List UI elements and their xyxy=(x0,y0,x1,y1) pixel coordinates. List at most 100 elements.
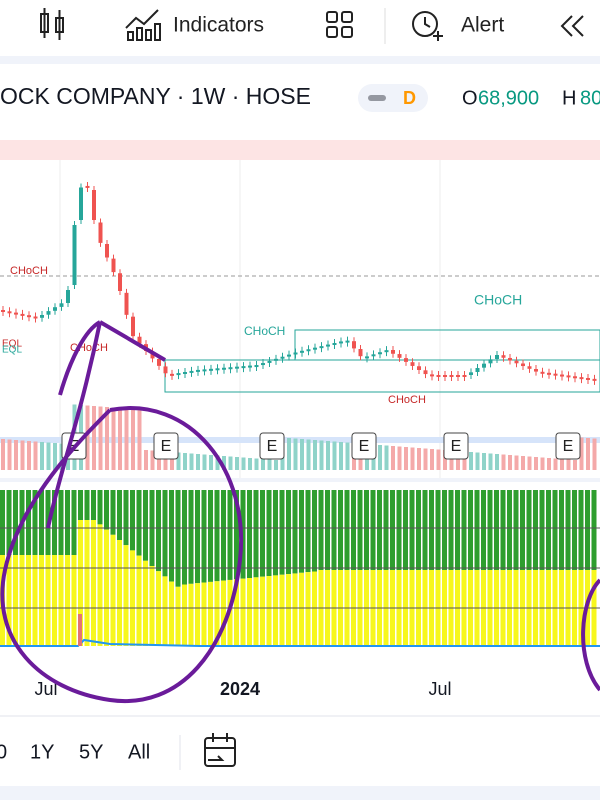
osc-yellow xyxy=(91,520,96,646)
goto-date-icon[interactable] xyxy=(204,733,236,767)
volume-bar xyxy=(124,408,129,470)
candle-body xyxy=(157,359,161,366)
delay-badge: D xyxy=(403,88,416,108)
osc-green xyxy=(253,490,259,578)
osc-green xyxy=(78,490,83,520)
osc-yellow xyxy=(149,566,155,646)
osc-green xyxy=(344,490,350,570)
osc-green xyxy=(591,490,597,570)
osc-green xyxy=(273,490,278,576)
osc-green xyxy=(325,490,330,570)
osc-green xyxy=(513,490,519,570)
osc-green xyxy=(396,490,402,570)
range-button[interactable]: 0 xyxy=(0,741,7,763)
osc-green xyxy=(156,490,161,572)
hand-drawn-arrow xyxy=(46,320,167,529)
status-pill xyxy=(358,84,428,112)
volume-bar xyxy=(326,441,330,470)
candle-body xyxy=(241,366,246,369)
hand-drawn-circle xyxy=(581,578,600,692)
osc-green xyxy=(422,490,428,570)
osc-green xyxy=(292,490,298,574)
candle-body xyxy=(72,225,77,285)
volume-bar xyxy=(300,439,304,470)
earnings-badge xyxy=(153,432,179,460)
indicators-button[interactable]: Indicators xyxy=(173,14,264,37)
osc-levels xyxy=(0,527,600,609)
symbol-title: OCK COMPANY · 1W · HOSE xyxy=(0,83,311,109)
choch-label: CHoCH xyxy=(388,394,426,406)
alert-button[interactable]: Alert xyxy=(461,14,504,37)
osc-green xyxy=(474,490,480,570)
candle-body xyxy=(365,356,369,359)
volume-bar xyxy=(436,449,441,470)
candle-body xyxy=(378,352,382,355)
osc-green xyxy=(279,490,285,575)
volume-bar xyxy=(267,459,272,470)
range-button[interactable]: 1Y xyxy=(30,741,54,763)
replay-icon[interactable] xyxy=(560,15,584,37)
candle-icon[interactable] xyxy=(40,8,64,40)
candle-body xyxy=(586,378,590,380)
candle-body xyxy=(163,366,168,374)
osc-green xyxy=(234,490,239,580)
volume-bar xyxy=(293,438,298,470)
osc-green xyxy=(416,490,421,570)
osc-yellow xyxy=(45,555,51,646)
volume-bar xyxy=(430,449,434,470)
candle-body xyxy=(566,375,571,378)
osc-yellow xyxy=(312,571,317,646)
osc-yellow xyxy=(273,575,278,646)
candle-body xyxy=(59,303,64,307)
candle-body xyxy=(287,354,291,357)
osc-yellow xyxy=(169,581,174,646)
osc-green xyxy=(409,490,415,570)
osc-yellow xyxy=(234,579,239,646)
osc-green xyxy=(266,490,272,577)
osc-yellow xyxy=(175,586,181,646)
osc-green xyxy=(539,490,545,570)
candle-body xyxy=(521,363,525,367)
volume-bar xyxy=(150,450,155,470)
volume-bar xyxy=(592,438,597,470)
volume-bar xyxy=(261,459,265,470)
volume-bar xyxy=(105,407,109,470)
volume-bar xyxy=(196,454,200,470)
indicators-icon[interactable] xyxy=(125,9,161,41)
osc-yellow xyxy=(65,555,70,646)
volume-bar xyxy=(7,439,12,470)
osc-yellow xyxy=(247,578,252,646)
osc-green xyxy=(494,490,499,570)
osc-green xyxy=(305,490,311,573)
osc-green xyxy=(0,490,5,555)
osc-green xyxy=(370,490,376,570)
volume-bar xyxy=(332,441,337,470)
volume-bar xyxy=(443,450,447,470)
bottom-edge xyxy=(0,786,600,800)
toolbar xyxy=(0,0,600,56)
candle-body xyxy=(85,185,90,188)
candle-body xyxy=(79,187,83,220)
osc-green xyxy=(130,490,135,551)
osc-green xyxy=(32,490,38,555)
osc-yellow xyxy=(84,520,90,646)
earnings-marker: E xyxy=(267,438,278,455)
volume-bar xyxy=(384,445,389,470)
osc-yellow xyxy=(201,582,207,646)
candle-body xyxy=(209,368,213,371)
volume-bar xyxy=(53,443,57,470)
alert-icon[interactable] xyxy=(412,11,443,41)
osc-green xyxy=(6,490,12,555)
candle-body xyxy=(501,355,506,358)
volume-bar xyxy=(456,451,460,470)
range-button[interactable]: All xyxy=(128,741,150,763)
osc-yellow xyxy=(214,581,220,646)
volume-bar xyxy=(222,456,226,470)
range-button[interactable]: 5Y xyxy=(79,741,103,763)
layout-icon[interactable] xyxy=(326,11,353,38)
volume-bar xyxy=(144,450,148,470)
volume-bar xyxy=(397,446,402,470)
osc-yellow xyxy=(143,560,148,646)
volume-bar xyxy=(586,438,590,470)
